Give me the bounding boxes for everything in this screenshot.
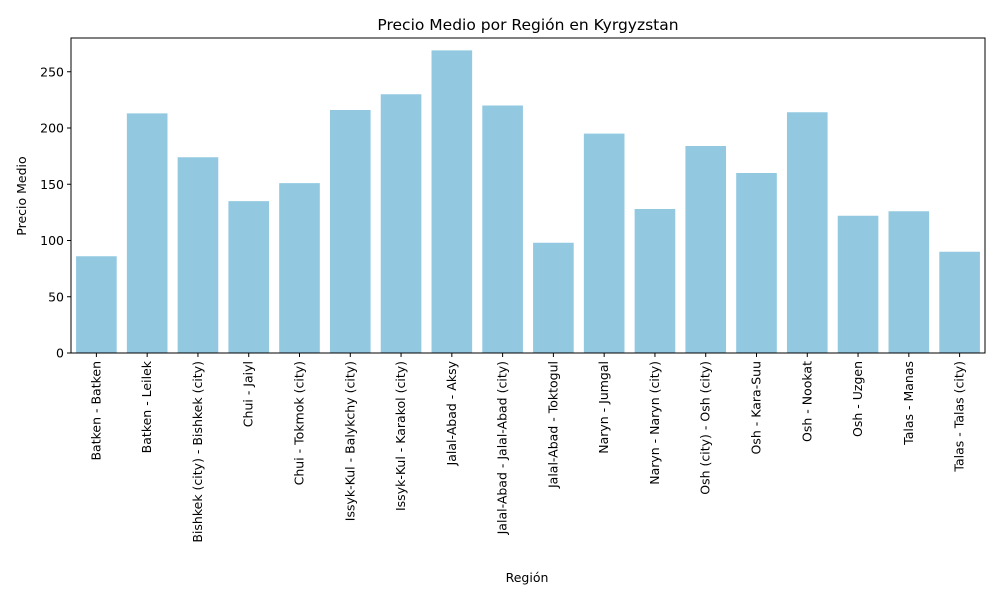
y-tick-label: 150 [40, 177, 64, 192]
x-tick-label: Bishkek (city) - Bishkek (city) [190, 361, 205, 543]
x-tick-label: Chui - Tokmok (city) [292, 361, 307, 485]
bar [939, 251, 980, 353]
x-tick-label: Issyk-Kul - Balykchy (city) [342, 361, 357, 521]
x-tick-label: Naryn - Jumgal [596, 361, 611, 454]
bar [533, 242, 574, 353]
bar [228, 201, 270, 353]
bar [634, 209, 676, 353]
bars-group [76, 50, 980, 353]
bar [177, 157, 219, 353]
bar [76, 256, 117, 353]
x-tick-label: Jalal-Abad - Aksy [444, 360, 459, 466]
x-tick-label: Jalal-Abad - Jalal-Abad (city) [495, 361, 510, 535]
y-tick-label: 200 [40, 121, 64, 136]
bar [888, 211, 930, 353]
x-axis: Batken - Batken Batken - Leilek Bishkek (c… [88, 353, 967, 543]
x-tick-label: Issyk-Kul - Karakol (city) [393, 361, 408, 511]
bar [279, 183, 320, 353]
x-tick-label: Batken - Leilek [139, 360, 154, 453]
bar [482, 105, 523, 353]
x-axis-label: Región [506, 570, 549, 585]
x-tick-label: Naryn - Naryn (city) [647, 361, 662, 485]
y-axis-label: Precio Medio [14, 156, 29, 235]
y-tick-label: 0 [56, 346, 64, 361]
bar [685, 146, 727, 353]
bar [736, 173, 777, 353]
bar [431, 50, 473, 353]
y-axis: 0 50 100 150 200 250 [40, 64, 71, 361]
y-tick-label: 50 [48, 289, 64, 304]
x-tick-label: Talas - Talas (city) [952, 361, 967, 473]
chart-title: Precio Medio por Región en Kyrgyzstan [377, 16, 678, 34]
bar [329, 110, 371, 353]
bar [583, 133, 625, 353]
x-tick-label: Osh - Kara-Suu [749, 361, 764, 454]
bar [837, 215, 879, 353]
y-tick-label: 250 [40, 64, 64, 79]
y-tick-label: 100 [40, 233, 64, 248]
x-tick-label: Osh (city) - Osh (city) [698, 361, 713, 495]
x-tick-label: Osh - Nookat [799, 361, 814, 442]
x-tick-label: Chui - Jaiyl [241, 361, 256, 427]
x-tick-label: Jalal-Abad - Toktogul [545, 361, 560, 489]
x-tick-label: Talas - Manas [901, 361, 916, 446]
x-tick-label: Batken - Batken [88, 361, 103, 461]
x-tick-label: Osh - Uzgen [850, 361, 865, 437]
bar [380, 94, 422, 353]
plot-frame [70, 37, 986, 354]
bar [786, 112, 828, 353]
bar [126, 113, 168, 353]
